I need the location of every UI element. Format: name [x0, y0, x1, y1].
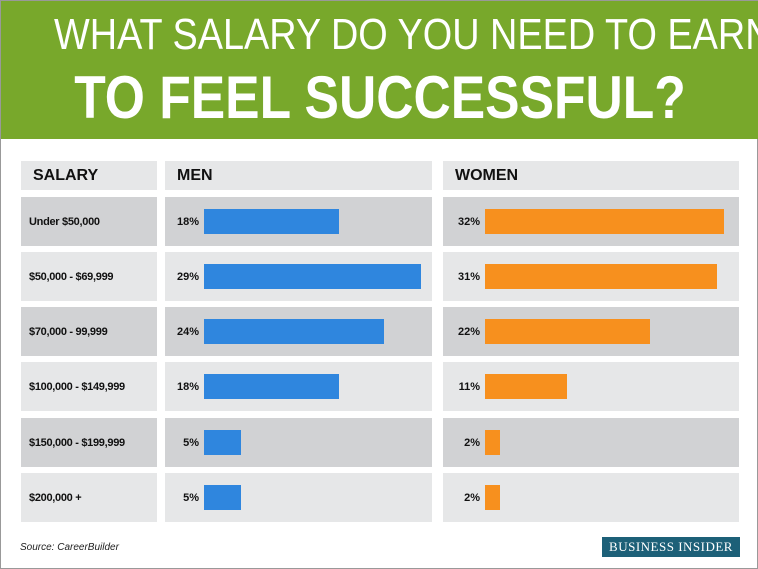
women-value-label: 31%: [457, 271, 480, 283]
men-bar: [204, 264, 421, 289]
row-label: Under $50,000: [21, 197, 157, 246]
row-label: $100,000 - $149,999: [21, 362, 157, 411]
women-value-label: 22%: [457, 326, 480, 338]
men-cell: 18%: [165, 197, 432, 246]
title-line-1: WHAT SALARY DO YOU NEED TO EARN: [54, 10, 758, 59]
women-cell: 11%: [443, 362, 739, 411]
business-insider-logo: BUSINESS INSIDER: [602, 537, 740, 557]
men-cell: 5%: [165, 473, 432, 522]
women-cell: 2%: [443, 473, 739, 522]
men-cell: 18%: [165, 362, 432, 411]
women-value-label: 2%: [464, 492, 480, 504]
women-value-label: 2%: [464, 437, 480, 449]
column-header-salary: SALARY: [21, 161, 157, 190]
row-label: $200,000 +: [21, 473, 157, 522]
men-bar: [204, 430, 242, 455]
men-value-label: 5%: [183, 492, 199, 504]
women-bar: [485, 264, 717, 289]
men-cell: 5%: [165, 418, 432, 467]
men-bar: [204, 374, 339, 399]
men-value-label: 18%: [176, 216, 199, 228]
women-value-label: 32%: [457, 216, 480, 228]
women-cell: 31%: [443, 252, 739, 301]
title-line-2: TO FEEL SUCCESSFUL?: [74, 64, 686, 131]
title-banner: WHAT SALARY DO YOU NEED TO EARN TO FEEL …: [1, 1, 758, 139]
men-value-label: 18%: [176, 381, 199, 393]
women-bar: [485, 485, 500, 510]
women-value-label: 11%: [458, 381, 480, 393]
women-cell: 22%: [443, 307, 739, 356]
women-bar: [485, 209, 725, 234]
men-value-label: 29%: [176, 271, 199, 283]
women-bar: [485, 430, 500, 455]
column-header-men: MEN: [165, 161, 432, 190]
column-header-women: WOMEN: [443, 161, 739, 190]
men-bar: [204, 209, 339, 234]
row-label: $50,000 - $69,999: [21, 252, 157, 301]
men-cell: 29%: [165, 252, 432, 301]
men-bar: [204, 485, 242, 510]
men-cell: 24%: [165, 307, 432, 356]
men-value-label: 5%: [183, 437, 199, 449]
source-note: Source: CareerBuilder: [20, 542, 119, 553]
men-bar: [204, 319, 384, 344]
men-value-label: 24%: [176, 326, 199, 338]
row-label: $150,000 - $199,999: [21, 418, 157, 467]
row-label: $70,000 - 99,999: [21, 307, 157, 356]
women-bar: [485, 374, 568, 399]
women-cell: 32%: [443, 197, 739, 246]
women-cell: 2%: [443, 418, 739, 467]
women-bar: [485, 319, 650, 344]
